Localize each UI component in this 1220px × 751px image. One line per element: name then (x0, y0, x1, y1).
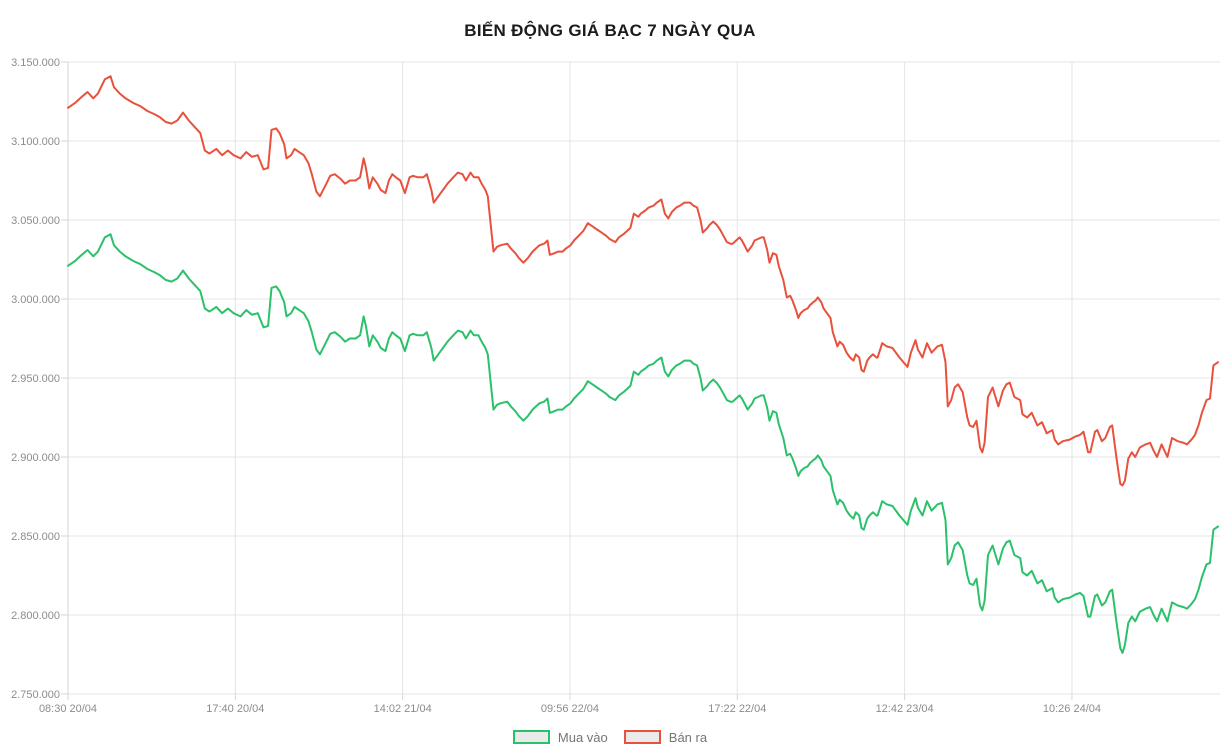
x-tick-label: 14:02 21/04 (374, 703, 432, 715)
y-tick-label: 3.050.000 (11, 215, 60, 227)
axis-labels: 3.150.000 3.100.000 3.050.000 3.000.000 2.95… (11, 57, 1101, 715)
y-tick-label: 2.950.000 (11, 373, 60, 385)
y-tick-label: 2.800.000 (11, 610, 60, 622)
axis-ticks (61, 61, 1073, 700)
legend-swatch (623, 730, 661, 744)
y-tick-label: 3.000.000 (11, 294, 60, 306)
series-line-mua-vao (67, 233, 1219, 654)
y-tick-label: 2.850.000 (11, 531, 60, 543)
chart-title: BIẾN ĐỘNG GIÁ BẠC 7 NGÀY QUA (464, 21, 756, 40)
legend-item-ban-ra[interactable]: Bán ra (623, 729, 708, 745)
legend-label: Mua vào (557, 729, 608, 745)
series-lines (67, 75, 1219, 654)
y-tick-label: 2.750.000 (11, 689, 60, 701)
x-tick-label: 09:56 22/04 (541, 703, 599, 715)
x-tick-label: 17:22 22/04 (708, 703, 766, 715)
legend-swatch (512, 730, 550, 744)
legend-label: Bán ra (668, 729, 708, 745)
x-tick-label: 12:42 23/04 (876, 703, 934, 715)
y-tick-label: 3.100.000 (11, 136, 60, 148)
x-tick-label: 08:30 20/04 (39, 703, 97, 715)
chart-legend: Mua vào Bán ra (0, 726, 1220, 748)
y-tick-label: 2.900.000 (11, 452, 60, 464)
x-tick-label: 17:40 20/04 (206, 703, 264, 715)
series-line-ban-ra (67, 75, 1219, 487)
legend-item-mua-vao[interactable]: Mua vào (512, 729, 608, 745)
x-tick-label: 10:26 24/04 (1043, 703, 1101, 715)
y-tick-label: 3.150.000 (11, 57, 60, 69)
